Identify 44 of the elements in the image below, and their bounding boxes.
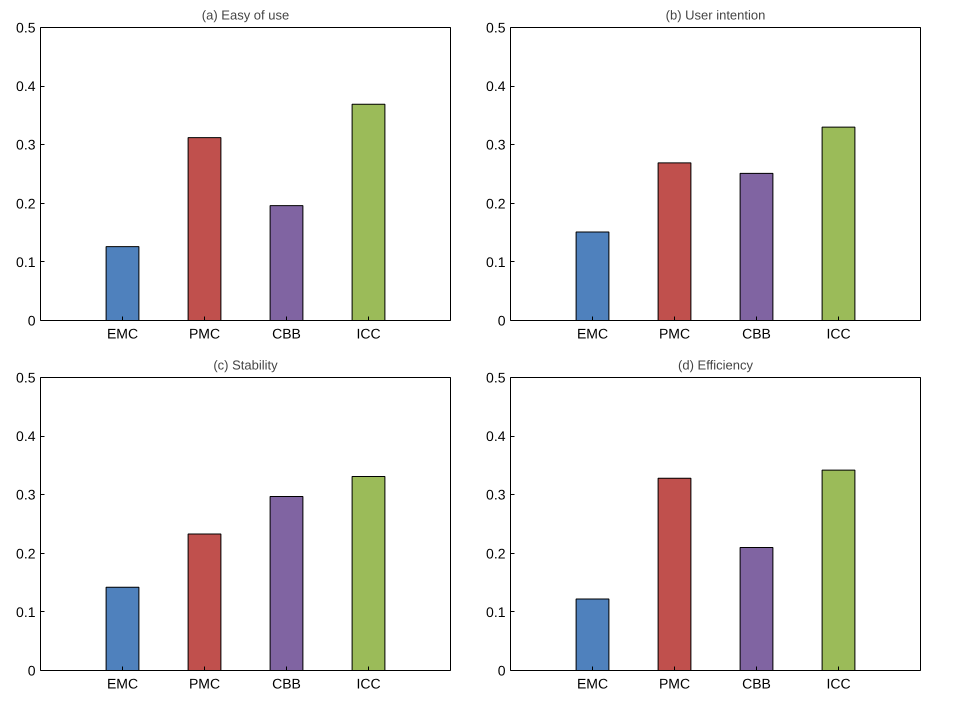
x-tick-label: ICC — [356, 676, 381, 692]
x-tick-label: CBB — [742, 676, 771, 692]
y-tick-label: 0.5 — [16, 370, 36, 386]
y-tick-label: 0 — [28, 662, 36, 678]
y-tick-label: 0.3 — [16, 486, 36, 503]
y-tick-label: 0.1 — [486, 604, 506, 620]
x-tick-label: PMC — [658, 326, 690, 342]
x-tick-label: ICC — [826, 676, 851, 692]
chart-title: (c) Stability — [213, 358, 278, 372]
y-tick-label: 0.2 — [486, 195, 506, 212]
x-tick-label: PMC — [188, 676, 220, 692]
y-tick-label: 0.3 — [486, 486, 506, 503]
y-tick-label: 0.3 — [16, 136, 36, 153]
x-tick-label: CBB — [272, 326, 301, 342]
x-tick-label: CBB — [272, 676, 301, 692]
y-tick-label: 0 — [28, 312, 36, 328]
x-tick-label: CBB — [742, 326, 771, 342]
y-tick-label: 0.4 — [16, 78, 36, 94]
y-tick-label: 0.4 — [486, 78, 506, 94]
x-tick-label: ICC — [356, 326, 381, 342]
x-tick-label: EMC — [576, 326, 608, 342]
y-tick-label: 0.3 — [486, 136, 506, 153]
y-tick-label: 0.1 — [16, 604, 36, 620]
y-tick-label: 0.2 — [486, 545, 506, 562]
y-tick-label: 0.2 — [16, 195, 36, 212]
x-tick-label: EMC — [106, 676, 138, 692]
y-tick-label: 0.2 — [16, 545, 36, 562]
chart-title: (b) User intention — [666, 8, 766, 22]
y-tick-label: 0.4 — [486, 428, 506, 444]
chart-title: (d) Efficiency — [678, 358, 754, 372]
y-tick-label: 0.1 — [486, 254, 506, 270]
x-tick-label: PMC — [658, 676, 690, 692]
y-tick-label: 0.4 — [16, 428, 36, 444]
y-tick-label: 0 — [498, 662, 506, 678]
y-tick-label: 0 — [498, 312, 506, 328]
x-tick-label: PMC — [188, 326, 220, 342]
x-tick-label: EMC — [106, 326, 138, 342]
y-tick-label: 0.1 — [16, 254, 36, 270]
x-tick-label: EMC — [576, 676, 608, 692]
y-tick-label: 0.5 — [486, 370, 506, 386]
y-tick-label: 0.5 — [16, 20, 36, 36]
chart-title: (a) Easy of use — [202, 8, 290, 22]
x-tick-label: ICC — [826, 326, 851, 342]
y-tick-label: 0.5 — [486, 20, 506, 36]
